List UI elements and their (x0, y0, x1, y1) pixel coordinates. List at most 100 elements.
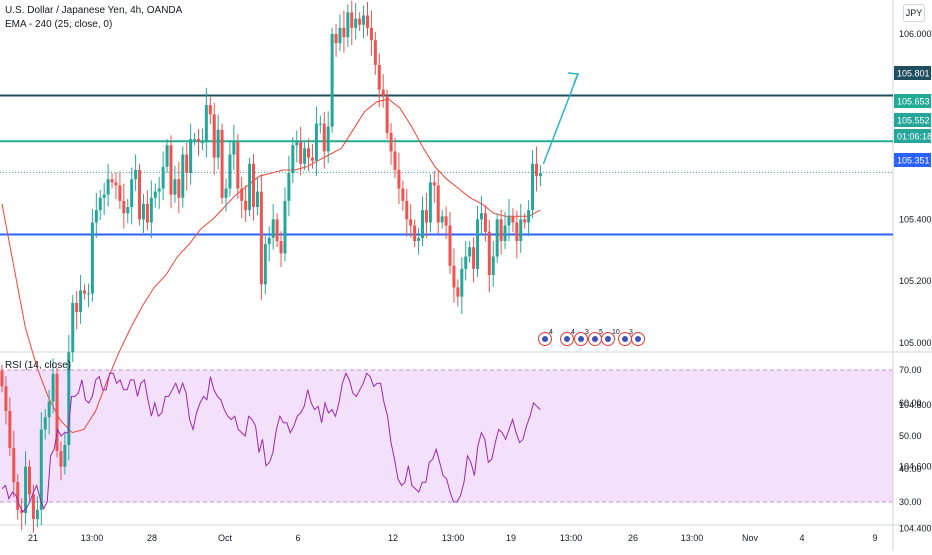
candle-body (16, 482, 20, 510)
arrow-head (567, 72, 580, 84)
candle-body (181, 154, 185, 198)
candle (67, 334, 71, 461)
countdown-label: 01:06:18 (894, 129, 932, 143)
candle (483, 205, 487, 242)
candle-body (134, 169, 138, 180)
candle (200, 128, 204, 151)
time-tick-label: 13:00 (681, 533, 704, 543)
candle (373, 32, 377, 75)
candle (59, 441, 63, 481)
candle-body (291, 145, 295, 174)
event-marker[interactable]: 5 (588, 329, 604, 346)
candle-body (515, 222, 519, 242)
candle (444, 206, 448, 240)
price-labels: 105.801 105.653 105.552 01:06:18 105.351 (894, 66, 932, 167)
candle (173, 165, 177, 203)
candle-body (110, 179, 114, 183)
flag-icon (605, 336, 611, 342)
candle-body (358, 18, 362, 25)
candle-body (244, 200, 248, 211)
candle-body (271, 219, 275, 238)
event-marker[interactable]: 10 (601, 329, 620, 346)
event-marker[interactable]: 4 (560, 329, 576, 346)
event-marker[interactable]: 3 (574, 329, 590, 346)
candle (193, 132, 197, 146)
candlesticks (0, 0, 542, 533)
candle (499, 209, 503, 255)
candle (393, 137, 397, 178)
candle-body (507, 216, 511, 226)
candle-body (369, 27, 373, 41)
candle (338, 14, 342, 52)
candle-body (385, 95, 389, 133)
candle-body (149, 197, 153, 223)
arrow-shaft (542, 73, 579, 165)
candle (428, 174, 432, 233)
last-price-label-text: 105.552 (897, 116, 930, 126)
candle (381, 74, 385, 108)
candle-body (126, 207, 130, 214)
currency-button[interactable]: JPY (903, 4, 925, 22)
event-marker[interactable] (631, 332, 645, 346)
candle (43, 409, 47, 440)
candle (51, 358, 55, 414)
candle-body (63, 444, 67, 467)
candle-body (310, 157, 314, 161)
candle-body (487, 231, 491, 276)
candle (122, 183, 126, 229)
candle-body (185, 154, 189, 174)
last-price-label: 105.552 (894, 113, 931, 127)
candle (271, 203, 275, 250)
candle (527, 200, 531, 237)
candle-body (479, 213, 483, 220)
candle (322, 111, 326, 169)
candle-body (161, 166, 165, 189)
rsi-line (1, 372, 541, 513)
candle (389, 122, 393, 166)
candle (487, 220, 491, 293)
candle (35, 496, 39, 528)
candle-body (314, 123, 318, 161)
projection-arrow[interactable] (542, 72, 580, 165)
rsi-tick-label: 40.00 (899, 464, 922, 474)
candle (519, 203, 523, 253)
candle (448, 211, 452, 274)
candle-body (428, 182, 432, 223)
candle-body (193, 139, 197, 141)
event-marker[interactable]: 4 (538, 329, 554, 346)
candle (432, 170, 436, 203)
candle (452, 248, 456, 303)
candle-body (71, 302, 75, 353)
flag-icon (578, 336, 584, 342)
time-tick-label: Oct (218, 533, 233, 543)
support-blue-label: 105.351 (894, 153, 931, 167)
candle (4, 376, 8, 425)
event-markers[interactable]: 4 4 3 5 10 3 (538, 329, 645, 346)
rsi-label: RSI (14, close) (5, 360, 72, 371)
candle (413, 219, 417, 248)
candle (479, 195, 483, 235)
price-tick-label: 105.000 (899, 338, 932, 348)
candle-body (252, 163, 256, 208)
candle-body (130, 179, 134, 208)
rsi-tick-label: 30.00 (899, 497, 922, 507)
candle (232, 124, 236, 170)
candle-body (106, 179, 110, 195)
candle (79, 275, 83, 324)
candle-body (12, 448, 16, 483)
candle (365, 1, 369, 36)
candle (118, 171, 122, 209)
candle-body (39, 429, 43, 510)
candle (181, 146, 185, 208)
candle-body (365, 15, 369, 28)
candle (515, 210, 519, 259)
candle-body (322, 123, 326, 152)
candle-body (8, 410, 12, 449)
candle (397, 152, 401, 204)
candle-body (200, 142, 204, 144)
rsi-tick-label: 50.00 (899, 431, 922, 441)
candle-body (141, 203, 145, 220)
candle (476, 205, 480, 277)
candle-body (287, 173, 291, 201)
